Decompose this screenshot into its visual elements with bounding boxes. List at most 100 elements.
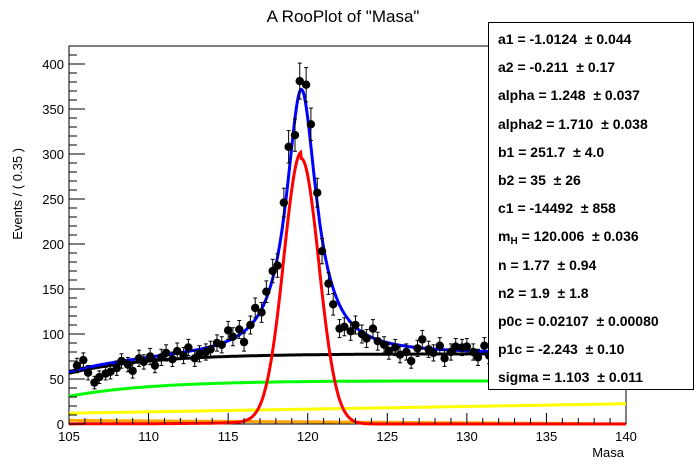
parameter-name: b2 = [498, 172, 527, 188]
parameter-name: n = [498, 256, 519, 273]
data-point [223, 320, 233, 340]
y-tick-label: 50 [50, 372, 64, 387]
data-point [179, 347, 188, 365]
data-point [469, 343, 478, 361]
data-point [173, 342, 182, 360]
fit-parameter-row: b1 = 251.7 ± 4.0 [498, 144, 604, 160]
data-point [250, 297, 260, 319]
data-point [351, 315, 360, 335]
parameter-value: -14492 [525, 200, 574, 217]
data-points [72, 62, 494, 390]
parameter-name: c1 = [498, 200, 526, 217]
data-point [395, 346, 405, 364]
data-point [406, 353, 416, 369]
data-marker [117, 356, 126, 366]
y-tick-label: 350 [42, 102, 64, 117]
fit-parameter-row: mH = 120.006 ± 0.036 [498, 228, 639, 247]
parameter-error: ± 0.94 [549, 256, 597, 273]
x-tick-label: 135 [536, 429, 558, 444]
data-marker [206, 345, 215, 354]
data-point [290, 118, 300, 152]
data-marker [179, 351, 188, 360]
parameter-subscript: H [510, 236, 518, 248]
data-marker [279, 198, 289, 207]
data-marker [79, 355, 88, 365]
data-marker [418, 335, 427, 344]
data-point [117, 353, 126, 369]
parameter-error: ± 0.011 [589, 369, 644, 386]
data-marker [313, 188, 322, 197]
data-marker [262, 287, 271, 296]
data-point [317, 238, 327, 265]
parameter-error: ± 0.10 [577, 341, 625, 358]
data-marker [395, 350, 405, 359]
data-point [306, 107, 316, 141]
fit-parameter-row: a1 = -1.0124 ± 0.044 [498, 31, 631, 47]
data-point [217, 336, 226, 354]
data-point [440, 349, 449, 367]
fit-parameter-row: p1c = -2.243 ± 0.10 [498, 341, 624, 357]
data-point [168, 351, 177, 367]
data-marker [123, 360, 133, 369]
x-tick-label: 130 [456, 429, 478, 444]
data-marker [72, 361, 82, 370]
data-point [435, 337, 445, 355]
data-point [324, 272, 333, 295]
data-marker [391, 343, 400, 352]
data-point [301, 67, 311, 103]
parameter-value: 1.248 [546, 87, 586, 104]
data-marker [228, 332, 238, 341]
data-point [346, 321, 355, 341]
data-point [128, 363, 137, 379]
data-point [235, 320, 244, 339]
data-point [295, 62, 304, 100]
chart-title: A RooPlot of "Masa" [267, 7, 420, 26]
data-marker [195, 349, 204, 358]
data-marker [184, 343, 193, 352]
data-marker [295, 76, 304, 86]
data-marker [217, 340, 226, 349]
data-marker [406, 356, 416, 366]
data-point [340, 317, 349, 337]
data-point [228, 327, 238, 347]
data-point [418, 329, 427, 349]
data-point [429, 344, 438, 362]
parameter-error: ± 26 [545, 172, 581, 188]
data-marker [112, 364, 121, 373]
data-marker [128, 366, 137, 376]
data-point [368, 319, 378, 339]
parameter-error: ± 0.044 [577, 31, 632, 47]
y-tick-label: 150 [42, 282, 64, 297]
data-point [446, 343, 456, 361]
data-marker [239, 337, 249, 347]
data-marker [161, 348, 171, 358]
data-marker [480, 341, 489, 350]
parameter-name: p1c = [498, 341, 535, 358]
parameter-error: ± 0.036 [584, 228, 639, 245]
yellow-component-curve [69, 402, 626, 415]
parameter-name: n2 = [498, 284, 527, 301]
fit-parameter-row: n = 1.77 ± 0.94 [498, 257, 596, 273]
parameter-name: a1 = [498, 31, 526, 47]
data-point [362, 329, 371, 348]
parameter-value: 1.77 [518, 256, 550, 273]
parameter-value: 120.006 [529, 228, 585, 245]
data-marker [384, 346, 394, 356]
data-marker [379, 340, 389, 349]
data-marker [145, 352, 155, 361]
data-point [473, 348, 483, 366]
data-marker [469, 347, 478, 357]
data-marker [317, 247, 327, 256]
x-tick-label: 140 [615, 429, 637, 444]
data-marker [473, 353, 483, 362]
parameter-name: b1 = [498, 143, 527, 160]
x-tick-label: 105 [58, 429, 80, 444]
data-point [195, 345, 204, 363]
parameter-value: 1.103 [550, 369, 590, 386]
data-marker [290, 130, 300, 140]
x-axis-label: Masa [592, 445, 625, 460]
data-point [239, 332, 249, 352]
parameter-name: a2 = [498, 59, 526, 76]
data-marker [362, 334, 371, 343]
x-tick-label: 125 [376, 429, 398, 444]
